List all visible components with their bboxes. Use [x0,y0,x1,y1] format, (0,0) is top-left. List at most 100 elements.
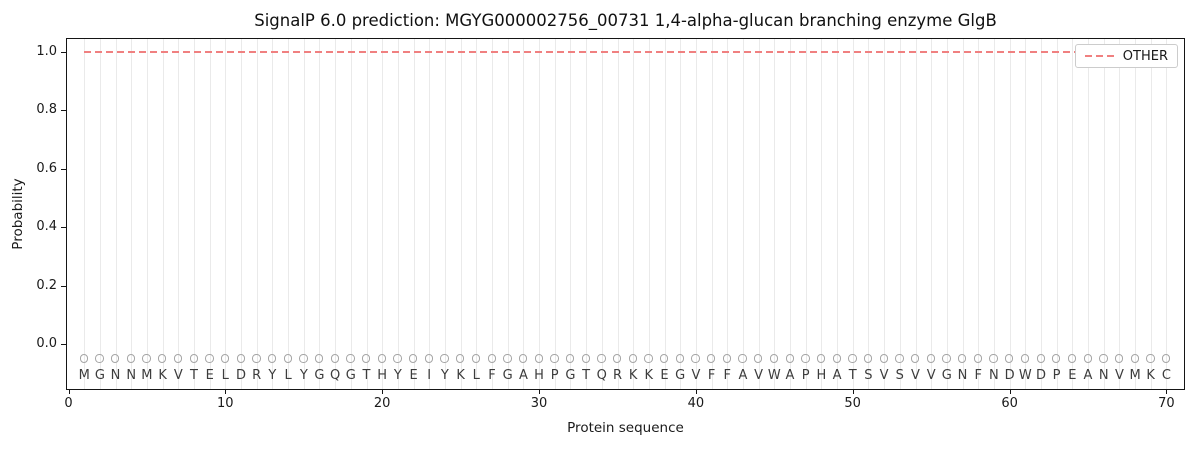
residue-letter: P [550,367,559,383]
residue-circle-marker [236,354,245,363]
gridline [162,39,164,389]
residue-letter: M [141,367,153,383]
residue-letter: P [1052,367,1061,383]
residue-circle-marker [503,354,512,363]
y-tick-label: 0.6 [36,160,57,176]
residue-letter: D [1035,367,1046,383]
gridline [288,39,290,389]
residue-circle-marker [79,354,89,363]
gridline [84,39,86,389]
chart-title: SignalP 6.0 prediction: MGYG000002756_00… [254,11,997,30]
residue-letter: T [362,367,371,383]
gridline [397,39,399,389]
residue-circle-marker [863,354,873,363]
residue-letter: Q [329,367,341,383]
residue-circle-marker [346,354,355,363]
x-tick-label: 60 [1001,396,1018,411]
gridline [460,39,462,389]
residue-letter: K [644,367,654,383]
residue-circle-marker [785,354,794,363]
residue-circle-marker [597,354,606,363]
residue-circle-marker [456,354,465,363]
gridline [633,39,635,389]
gridline [1025,39,1027,389]
residue-letter: F [707,367,716,383]
residue-letter: S [864,367,873,383]
residue-letter: C [1161,367,1171,383]
residue-letter: T [190,367,198,383]
residue-circle-marker [801,354,810,363]
gridline [648,39,650,389]
residue-letter: R [252,367,262,383]
residue-letter: V [926,367,936,383]
x-tick-mark [225,389,227,394]
y-tick-mark [61,227,67,229]
residue-letter: D [235,367,246,383]
residue-letter: N [1098,367,1109,383]
gridline [570,39,572,389]
gridline [727,39,729,389]
residue-letter: L [284,367,292,383]
residue-circle-marker [879,354,888,363]
residue-letter: A [785,367,795,383]
residue-circle-marker [1020,354,1030,363]
residue-circle-marker [487,354,496,363]
x-tick-label: 20 [373,396,391,411]
residue-letter: V [1114,367,1124,383]
gridline [837,39,839,389]
residue-letter: G [565,367,576,383]
gridline [868,39,870,389]
gridline [1150,39,1152,389]
y-tick-label: 0.8 [36,102,57,118]
gridline [539,39,540,389]
residue-letter: G [941,367,952,383]
residue-letter: H [534,367,544,383]
gridline [790,39,791,389]
gridline [507,39,509,389]
gridline [1072,39,1074,389]
legend: OTHER [1074,44,1178,68]
gridline [821,39,823,389]
residue-circle-marker [95,354,104,363]
residue-letter: G [675,367,686,383]
residue-circle-marker [409,354,418,363]
residue-circle-marker [1036,354,1045,363]
y-tick-mark [61,110,67,112]
gridline [1041,39,1042,389]
y-tick-mark [61,168,67,170]
residue-letter: F [488,367,496,383]
residue-circle-marker [189,354,198,363]
residue-letter: E [1068,367,1077,383]
gridline [884,39,886,389]
residue-letter: V [879,367,889,383]
residue-letter: G [502,367,513,383]
residue-letter: R [612,367,623,383]
residue-letter: H [816,367,827,383]
residue-circle-marker [1052,354,1061,363]
residue-letter: D [1004,367,1015,383]
residue-letter: K [628,367,638,383]
gridline [946,39,948,389]
x-tick-label: 40 [687,396,705,411]
residue-circle-marker [424,354,434,363]
residue-circle-marker [126,354,136,363]
residue-letter: V [173,367,183,383]
residue-letter: E [660,367,669,383]
residue-letter: M [78,367,90,383]
x-tick-mark [68,389,70,394]
gridline [131,39,133,389]
residue-circle-marker [362,354,371,363]
residue-letter: A [832,367,842,383]
residue-circle-marker [173,354,183,363]
residue-circle-marker [628,354,637,363]
residue-circle-marker [205,354,214,363]
residue-circle-marker [283,354,292,363]
gridline [680,39,682,389]
residue-circle-marker [754,354,763,363]
gridline [1056,39,1058,389]
residue-circle-marker [111,354,120,363]
residue-circle-marker [958,354,967,363]
residue-circle-marker [518,354,528,363]
gridline [742,39,744,389]
